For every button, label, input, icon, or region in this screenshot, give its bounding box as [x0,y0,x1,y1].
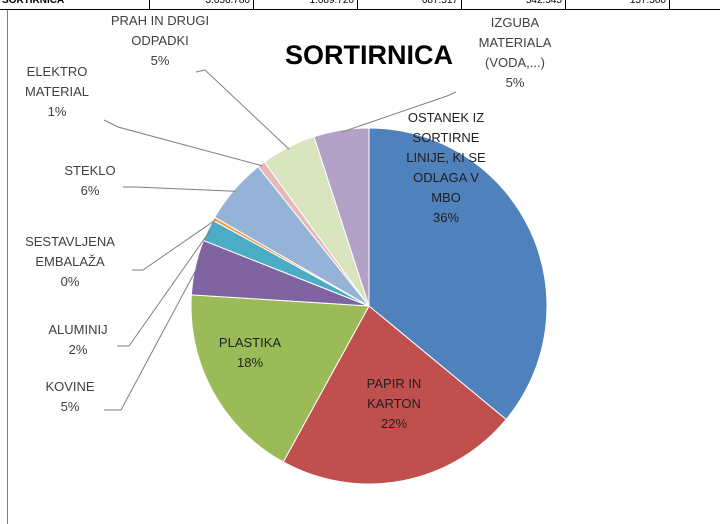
slice-label-izguba-materiala: IZGUBA MATERIALA (VODA,...) 5% [479,15,552,90]
slice-label-line: ALUMINIJ [48,322,107,337]
slice-label-line: STEKLO [64,163,115,178]
leader-line-aluminij [117,230,211,347]
slice-label-aluminij: ALUMINIJ 2% [48,322,107,357]
slice-label-line: (VODA,...) [485,55,545,70]
slice-label-line: MATERIALA [479,35,552,50]
slice-label-line: 18% [237,355,263,370]
slice-label-line: IZGUBA [491,15,540,30]
pie-slices [190,127,548,485]
slice-label-prah-drugi-odpadki: PRAH IN DRUGI ODPADKI 5% [111,13,209,68]
slice-label-line: KOVINE [45,379,94,394]
slice-label-ostanek: OSTANEK IZ SORTIRNE LINIJE, KI SE ODLAGA V M… [406,110,486,225]
slice-label-line: SORTIRNE [413,130,480,145]
leader-line-elektro-material [103,119,263,167]
slice-label-line: ELEKTRO [27,64,88,79]
slice-label-line: 5% [151,53,170,68]
slice-label-line: 5% [506,75,525,90]
pie-slice-papir-karton [282,305,507,485]
pie-slice-plastika [190,294,370,463]
pie-slice-ostanek [368,127,548,421]
slice-label-line: LINIJE, KI SE [406,150,486,165]
slice-label-sestavljena-embalaza: SESTAVLJENA EMBALAŽA 0% [25,234,115,289]
slice-label-line: PLASTIKA [219,335,281,350]
slice-label-kovine: KOVINE 5% [45,379,94,414]
table-cell: 687.517 [358,0,462,9]
slice-label-line: OSTANEK IZ [408,110,484,125]
slice-label-line: 36% [433,210,459,225]
table-cell: 157.500 [566,0,670,9]
slice-label-plastika: PLASTIKA 18% [219,335,281,370]
slice-label-steklo: STEKLO 6% [64,163,115,198]
slice-label-line: PRAH IN DRUGI [111,13,209,28]
leader-lines [103,69,457,411]
slice-label-line: EMBALAŽA [35,254,105,269]
slice-label-line: SESTAVLJENA [25,234,115,249]
slice-label-line: ODPADKI [131,33,189,48]
slice-label-line: 22% [381,416,407,431]
slice-labels: OSTANEK IZ SORTIRNE LINIJE, KI SE ODLAGA V M… [25,13,552,431]
leader-line-steklo [123,186,236,192]
table-cell: 542.545 [462,0,566,9]
slice-label-line: MATERIAL [25,84,89,99]
slice-label-papir-karton: PAPIR IN KARTON 22% [367,376,422,431]
slice-label-line: MBO [431,190,461,205]
slice-label-line: 0% [61,274,80,289]
chart-frame [7,10,720,524]
table-cell: 1.089.720 [254,0,358,9]
pie-slice-izguba-materiala [313,127,370,307]
leader-line-kovine [104,267,198,411]
slice-label-line: 5% [61,399,80,414]
leader-line-sestavljena-embalaza [132,219,216,271]
table-row-label: SORTIRNICA [0,0,150,9]
table-cell: 3.056.780 [150,0,254,9]
top-table-row: SORTIRNICA 3.056.780 1.089.720 687.517 5… [0,0,720,10]
slice-label-line: 6% [81,183,100,198]
slice-label-elektro-material: ELEKTRO MATERIAL 1% [25,64,89,119]
slice-label-line: KARTON [367,396,421,411]
chart-title: SORTIRNICA [285,40,453,70]
slice-label-line: ODLAGA V [413,170,479,185]
slice-label-line: PAPIR IN [367,376,422,391]
leader-line-izguba-materiala [341,91,457,133]
slice-label-line: 2% [69,342,88,357]
leader-line-prah-drugi-odpadki [195,69,290,150]
slice-label-line: 1% [48,104,67,119]
